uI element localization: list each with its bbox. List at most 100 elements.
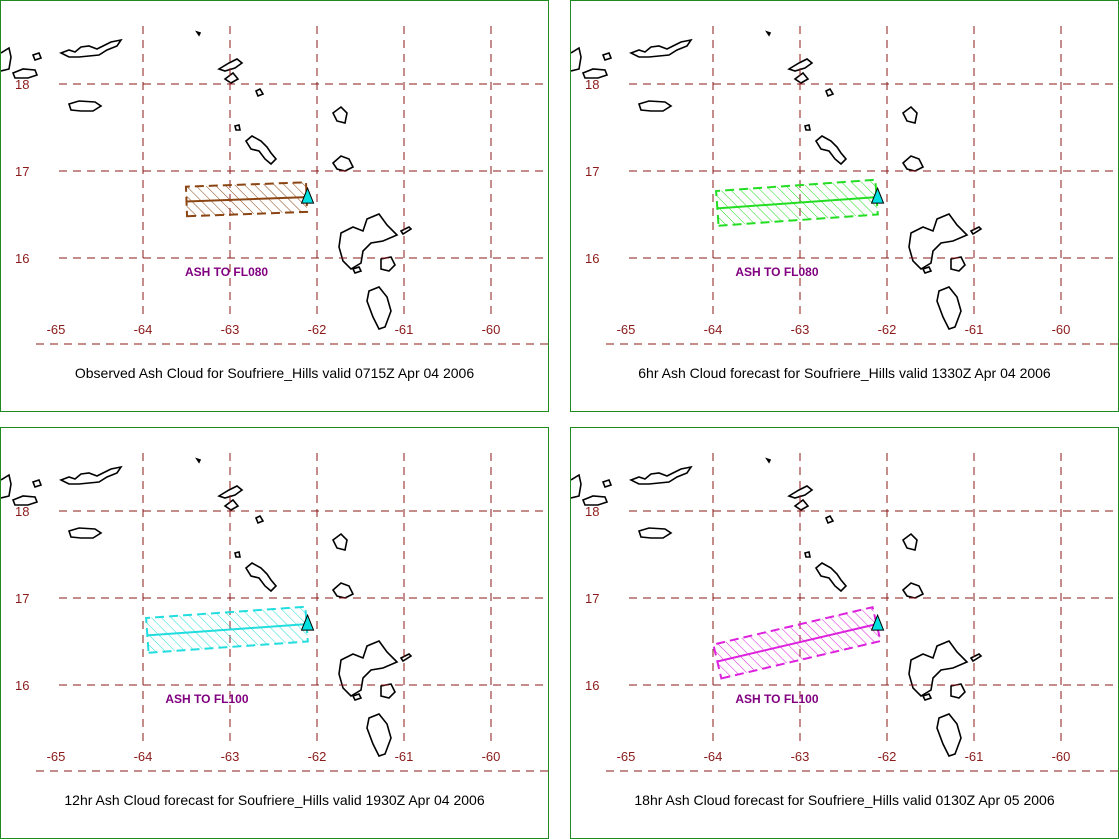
panel-6hr-forecast: 18 17 16 -65 -64 -63 -62 -61 -60 ASH TO FL080 6hr…	[570, 0, 1119, 412]
vieques-island	[581, 68, 609, 79]
puerto-rico-coast	[1, 46, 12, 72]
barbuda-island	[254, 87, 265, 98]
lon-tick-label: -63	[221, 749, 240, 764]
marie-galante-island	[380, 683, 396, 699]
st-barthelemy-island	[223, 71, 240, 84]
dominica-island	[366, 713, 392, 757]
lat-lon-grid	[36, 453, 548, 772]
lon-tick-label: -61	[395, 322, 414, 337]
lat-tick-label: 17	[585, 591, 599, 606]
dominica-island	[936, 286, 962, 330]
lat-tick-label: 18	[15, 504, 29, 519]
ash-map-18hr: 18 17 16 -65 -64 -63 -62 -61 -60 ASH TO FL100	[571, 453, 1118, 772]
coastline-layer	[1, 457, 413, 757]
anguilla-st-martin	[787, 485, 814, 499]
guadeloupe-island	[908, 213, 969, 271]
coastline-layer	[571, 30, 983, 330]
lat-tick-label: 16	[585, 251, 599, 266]
lon-tick-label: -65	[47, 322, 66, 337]
marie-galante-island	[950, 256, 966, 272]
la-desirade-island	[399, 653, 413, 663]
ash-altitude-label: ASH TO FL080	[185, 265, 268, 279]
panel-18hr-forecast: 18 17 16 -65 -64 -63 -62 -61 -60 ASH TO FL100 18h…	[570, 427, 1119, 839]
lon-tick-label: -64	[134, 322, 153, 337]
ash-cloud	[712, 605, 882, 680]
lon-tick-label: -62	[308, 322, 327, 337]
coastline-layer	[1, 30, 413, 330]
lon-tick-label: -60	[1052, 322, 1071, 337]
lon-tick-label: -61	[965, 749, 984, 764]
anguilla-st-martin	[787, 58, 814, 72]
guadeloupe-island	[338, 640, 399, 698]
virgin-islands-chain	[629, 465, 693, 485]
lat-tick-label: 18	[15, 77, 29, 92]
barbuda-island	[824, 87, 835, 98]
volcano-icon	[300, 613, 315, 631]
panel-caption: 6hr Ash Cloud forecast for Soufriere_Hil…	[638, 365, 1051, 381]
panel-observed: 18 17 16 -65 -64 -63 -62 -61 -60 ASH TO FL080 Obs…	[0, 0, 549, 412]
lat-tick-label: 16	[15, 678, 29, 693]
lon-tick-label: -61	[395, 749, 414, 764]
ash-map-12hr: 18 17 16 -65 -64 -63 -62 -61 -60 ASH TO FL100	[1, 453, 548, 772]
ash-cloud-centerline	[186, 196, 307, 203]
lon-tick-label: -65	[47, 749, 66, 764]
virgin-islands-chain	[629, 38, 693, 58]
st-kitts-nevis	[244, 562, 278, 593]
ash-map-6hr: 18 17 16 -65 -64 -63 -62 -61 -60 ASH TO FL080	[571, 26, 1118, 345]
panel-caption: 18hr Ash Cloud forecast for Soufriere_Hi…	[634, 792, 1055, 808]
culebra-island	[601, 479, 613, 488]
saba-island	[234, 124, 241, 131]
lat-tick-label: 16	[585, 678, 599, 693]
les-saintes-islet	[921, 693, 933, 701]
lat-lon-grid	[606, 453, 1118, 772]
panel-caption: Observed Ash Cloud for Soufriere_Hills v…	[74, 365, 475, 381]
la-desirade-island	[969, 653, 983, 663]
les-saintes-islet	[921, 266, 933, 274]
lon-tick-label: -65	[617, 322, 636, 337]
virgin-islands-chain	[59, 465, 123, 485]
les-saintes-islet	[351, 693, 363, 701]
lon-tick-label: -62	[308, 749, 327, 764]
barbuda-island	[824, 514, 835, 525]
montserrat-island	[901, 582, 925, 599]
ash-altitude-label: ASH TO FL100	[165, 692, 248, 706]
ash-cloud	[145, 605, 309, 654]
st-barthelemy-island	[793, 498, 810, 511]
st-barthelemy-island	[223, 498, 240, 511]
lat-tick-label: 17	[15, 164, 29, 179]
lat-tick-label: 17	[15, 591, 29, 606]
lat-tick-label: 16	[15, 251, 29, 266]
sombrero-islet	[195, 457, 202, 464]
guadeloupe-island	[338, 213, 399, 271]
ash-altitude-label: ASH TO FL100	[735, 692, 818, 706]
ash-cloud-centerline	[717, 196, 877, 210]
puerto-rico-coast	[1, 473, 12, 499]
antigua-island	[331, 532, 348, 551]
coastline-layer	[571, 457, 983, 757]
panel-caption: 12hr Ash Cloud forecast for Soufriere_Hi…	[64, 792, 485, 808]
ash-cloud	[184, 181, 309, 218]
dominica-island	[366, 286, 392, 330]
montserrat-island	[331, 155, 355, 172]
antigua-island	[901, 105, 918, 124]
virgin-islands-chain	[59, 38, 123, 58]
lat-tick-label: 18	[585, 77, 599, 92]
anguilla-st-martin	[217, 485, 244, 499]
culebra-island	[31, 52, 43, 61]
lon-tick-label: -64	[704, 749, 723, 764]
puerto-rico-coast	[571, 46, 582, 72]
ash-map-observed: 18 17 16 -65 -64 -63 -62 -61 -60 ASH TO FL080	[1, 26, 548, 345]
lat-tick-label: 18	[585, 504, 599, 519]
marie-galante-island	[950, 683, 966, 699]
dominica-island	[936, 713, 962, 757]
st-croix-island	[67, 527, 103, 539]
montserrat-island	[901, 155, 925, 172]
sombrero-islet	[195, 30, 202, 37]
ash-cloud	[715, 178, 879, 227]
culebra-island	[31, 479, 43, 488]
vieques-island	[11, 495, 39, 506]
lon-tick-label: -63	[221, 322, 240, 337]
ash-cloud-centerline	[717, 623, 877, 663]
montserrat-island	[331, 582, 355, 599]
st-barthelemy-island	[793, 71, 810, 84]
